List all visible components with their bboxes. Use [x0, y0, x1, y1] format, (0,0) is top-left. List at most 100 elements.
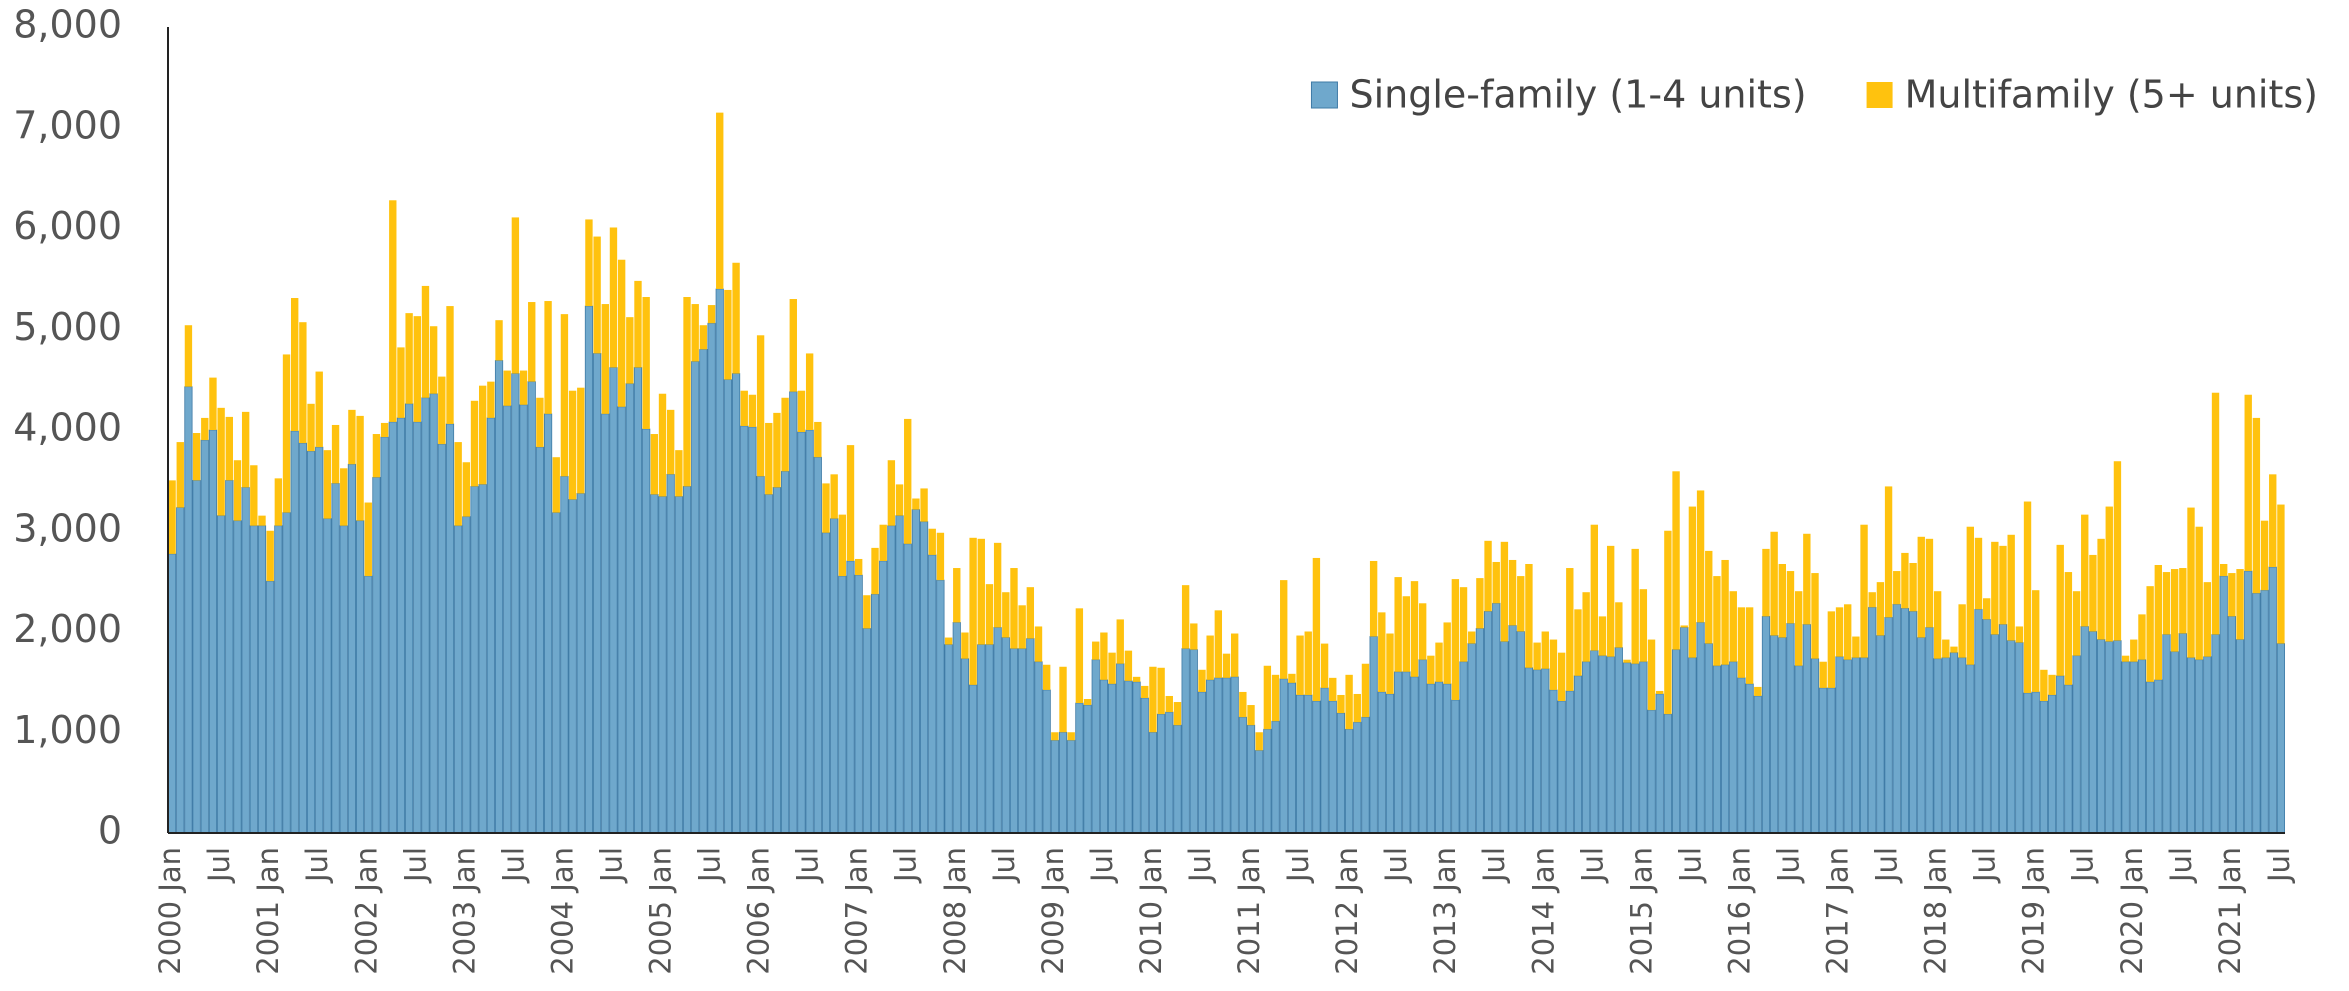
bar-segment [528, 302, 536, 382]
bar-segment [1582, 661, 1591, 834]
bar-segment [2186, 657, 2196, 834]
bar-segment [961, 632, 969, 659]
bar-segment [1067, 739, 1076, 834]
bar-segment [2039, 700, 2048, 834]
bar-segment [1418, 603, 1427, 660]
bar-segment [2187, 507, 2195, 658]
bar-segment [1459, 661, 1468, 834]
bar-segment [291, 298, 299, 432]
y-tick-label: 7,000 [13, 103, 122, 147]
bar-segment [838, 575, 847, 834]
bar-segment [356, 415, 364, 521]
bar-segment [919, 521, 929, 834]
bar-segment [2015, 642, 2024, 834]
bar-segment [1238, 716, 1247, 834]
bar-segment [1067, 732, 1075, 741]
bar-segment [1149, 666, 1157, 733]
x-tick-label: 2001 Jan [251, 847, 285, 975]
bar-segment [1900, 607, 1910, 834]
bar-segment [683, 297, 691, 487]
bar-segment [1925, 538, 1934, 628]
bar-segment [1222, 677, 1231, 834]
bar-segment [2211, 634, 2220, 834]
bar-segment [1688, 657, 1697, 834]
bar-segment [2277, 504, 2285, 644]
bar-segment [413, 316, 421, 422]
bar-segment [1737, 677, 1746, 834]
bar-segment [315, 446, 324, 834]
bar-segment [1288, 673, 1296, 683]
bar-segment [2113, 640, 2122, 834]
bar-segment [634, 280, 642, 368]
bar-segment [1573, 675, 1583, 834]
bar-segment [1663, 713, 1672, 834]
bar-segment [1598, 616, 1607, 656]
bar-segment [2220, 563, 2228, 577]
bar-segment [1410, 676, 1419, 834]
bar-segment [1197, 691, 1207, 834]
bar-segment [2219, 575, 2228, 834]
bar-segment [1083, 704, 1092, 834]
bar-segment [2228, 573, 2236, 617]
bar-segment [249, 525, 258, 834]
bar-segment [895, 515, 904, 834]
bar-segment [1557, 700, 1566, 834]
bar-segment [405, 403, 414, 834]
bar-segment [1026, 638, 1035, 834]
x-tick-label: 2007 Jan [840, 847, 874, 975]
bar-segment [1157, 713, 1166, 834]
bar-segment [1353, 721, 1362, 834]
bar-segment [1942, 639, 1950, 658]
x-tick-label: Jul [1477, 847, 1511, 884]
bar-segment [977, 644, 986, 834]
bar-segment [863, 595, 871, 629]
bar-segment [544, 301, 552, 414]
bar-segment [928, 554, 937, 834]
bar-segment [2064, 572, 2073, 685]
bar-segment [1614, 647, 1623, 834]
bar-segment [323, 518, 332, 834]
bar-segment [2236, 569, 2244, 640]
bar-segment [1639, 661, 1648, 834]
bar-segment [1287, 682, 1296, 834]
bar-segment [1468, 631, 1476, 644]
bar-segment [944, 644, 953, 834]
bar-segment [1811, 573, 1819, 659]
bar-segment [1827, 611, 1836, 688]
bar-segment [675, 450, 683, 497]
bar-segment [167, 553, 177, 834]
bar-segment [1001, 637, 1010, 834]
bar-segment [560, 475, 569, 834]
bar-segment [2252, 417, 2261, 594]
bar-segment [1631, 663, 1640, 834]
bar-segment [1901, 552, 1909, 609]
bar-segment [2260, 520, 2269, 591]
bar-segment [1966, 664, 1975, 834]
bar-segment [535, 446, 544, 834]
bar-segment [1353, 693, 1361, 723]
bar-segment [568, 499, 577, 834]
bar-segment [2146, 586, 2154, 682]
bar-segment [1802, 624, 1811, 834]
bar-segment [1745, 607, 1754, 684]
bar-segment [821, 532, 831, 834]
bar-segment [593, 236, 601, 354]
bar-segment [250, 465, 258, 526]
x-tick-label: 2014 Jan [1526, 847, 1560, 975]
bar-segment [732, 262, 740, 374]
bar-segment [208, 429, 218, 834]
bar-segment [1271, 720, 1280, 834]
bar-segment [920, 488, 928, 522]
x-tick-label: 2004 Jan [545, 847, 579, 975]
bar-segment [1451, 579, 1460, 701]
bar-segment [1786, 571, 1795, 624]
bar-segment [2195, 659, 2204, 834]
bar-segment [2170, 569, 2179, 652]
x-tick-label: 2002 Jan [349, 847, 383, 975]
bar-segment [1198, 669, 1206, 692]
bar-segment [1778, 637, 1787, 834]
bar-segment [209, 377, 217, 430]
bar-segment [1116, 663, 1125, 834]
bar-segment [1132, 676, 1141, 682]
bar-segment [1958, 604, 1966, 658]
